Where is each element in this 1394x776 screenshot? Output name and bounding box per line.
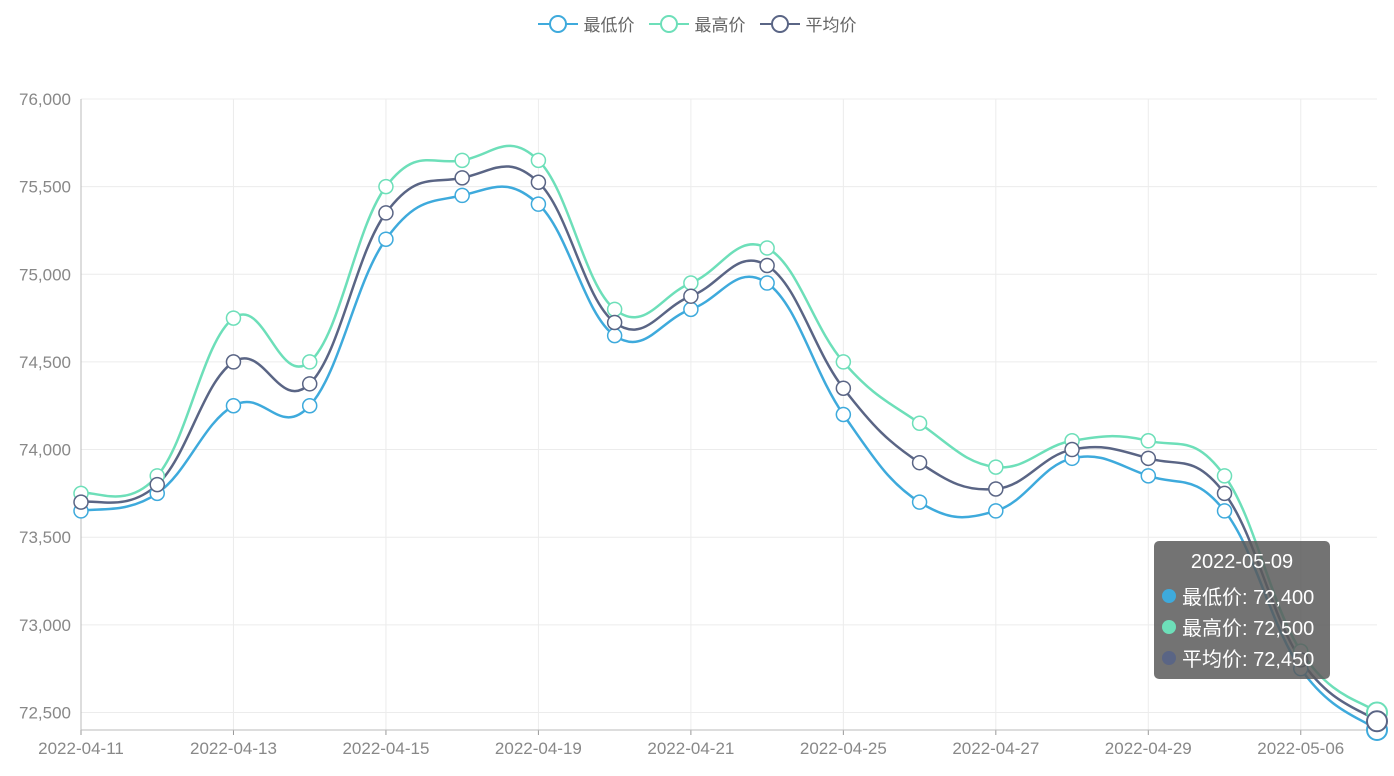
point-avg [73,494,89,510]
series-line-min [80,185,1378,731]
legend-max-label: 最高价 [694,16,746,35]
x-tick-label: 2022-04-27 [952,739,1039,758]
point-max [606,301,623,318]
legend-item-min[interactable]: 最低价 [537,11,635,36]
x-tick-label: 2022-04-11 [38,739,124,758]
series-line-avg [80,165,1378,723]
tooltip-title: 2022-05-09 [1190,551,1294,573]
y-tick-label: 74,000 [19,441,71,460]
point-min [683,301,699,318]
point-avg [988,481,1004,497]
point-avg [835,380,852,396]
point-min [911,494,928,510]
x-tick-label: 2022-04-21 [647,739,734,758]
axis-labels: 72,500 73,000 73,500 74,000 74,500 75,000 75,5… [19,90,1344,758]
point-min [1216,503,1233,519]
point-avg [759,257,775,274]
point-max [301,354,318,370]
point-max [988,459,1004,475]
point-max [759,240,775,256]
point-max [530,152,547,169]
point-min [454,187,470,204]
tooltip-row-avg: 平均价: 72,450 [1162,642,1322,673]
point-avg [1366,710,1388,733]
x-tick-label: 2022-05-06 [1257,739,1344,758]
y-tick-label: 75,500 [19,178,71,197]
point-avg [1064,441,1080,458]
tooltip-value-max: 最高价: 72,500 [1182,618,1315,640]
legend-item-avg[interactable]: 平均价 [759,11,857,36]
point-avg [1140,450,1157,467]
series-points [73,152,1388,741]
legend-max-icon [648,14,689,33]
point-min [835,406,852,423]
point-min [1140,468,1157,484]
point-avg [530,174,547,191]
y-tick-label: 74,500 [19,353,71,372]
legend-avg-icon [759,14,800,33]
y-tick-label: 73,000 [19,616,71,635]
y-tick-label: 73,500 [19,528,71,547]
point-avg [149,476,165,493]
legend-avg-label: 平均价 [805,16,857,35]
tooltip-value-min: 最低价: 72,400 [1182,587,1315,609]
point-avg [301,376,318,392]
y-tick-label: 72,500 [19,703,71,722]
point-max [225,310,242,326]
x-tick-label: 2022-04-13 [190,739,277,758]
point-min [988,503,1004,519]
y-tick-label: 75,000 [19,265,71,284]
tooltip-dot-max [1162,619,1176,634]
y-tick-label: 76,000 [19,90,71,109]
tooltip: 2022-05-09 最低价: 72,400 最高价: 72,500 平均价: … [1154,541,1330,679]
point-avg [911,454,928,471]
point-avg [378,205,394,221]
point-min [225,397,242,414]
tooltip-row-max: 最高价: 72,500 [1162,611,1322,642]
point-min [301,397,318,414]
point-avg [606,314,623,331]
point-min [606,327,623,344]
point-min [759,275,775,291]
point-min [378,231,394,247]
point-avg [225,354,242,370]
point-max [1140,433,1157,449]
point-max [454,152,470,169]
legend-min-icon [537,14,578,33]
axes [80,99,1377,735]
point-avg [683,288,699,304]
point-max [911,415,928,432]
point-avg [1216,485,1233,502]
point-avg [454,170,470,186]
x-tick-label: 2022-04-19 [495,739,582,758]
x-tick-label: 2022-04-15 [342,739,429,758]
tooltip-value-avg: 平均价: 72,450 [1182,649,1315,671]
point-min [530,196,547,212]
point-max [378,178,394,195]
point-max [835,354,852,370]
x-tick-label: 2022-04-29 [1105,739,1192,758]
tooltip-row-min: 最低价: 72,400 [1162,580,1322,611]
tooltip-dot-min [1162,588,1176,603]
point-max [683,275,699,291]
legend-min-label: 最低价 [583,16,635,35]
point-max [1216,468,1233,484]
tooltip-dot-avg [1162,650,1176,665]
legend: 最低价 最高价 平均价 [0,11,1394,36]
x-tick-label: 2022-04-25 [800,739,887,758]
legend-item-max[interactable]: 最高价 [648,11,746,36]
